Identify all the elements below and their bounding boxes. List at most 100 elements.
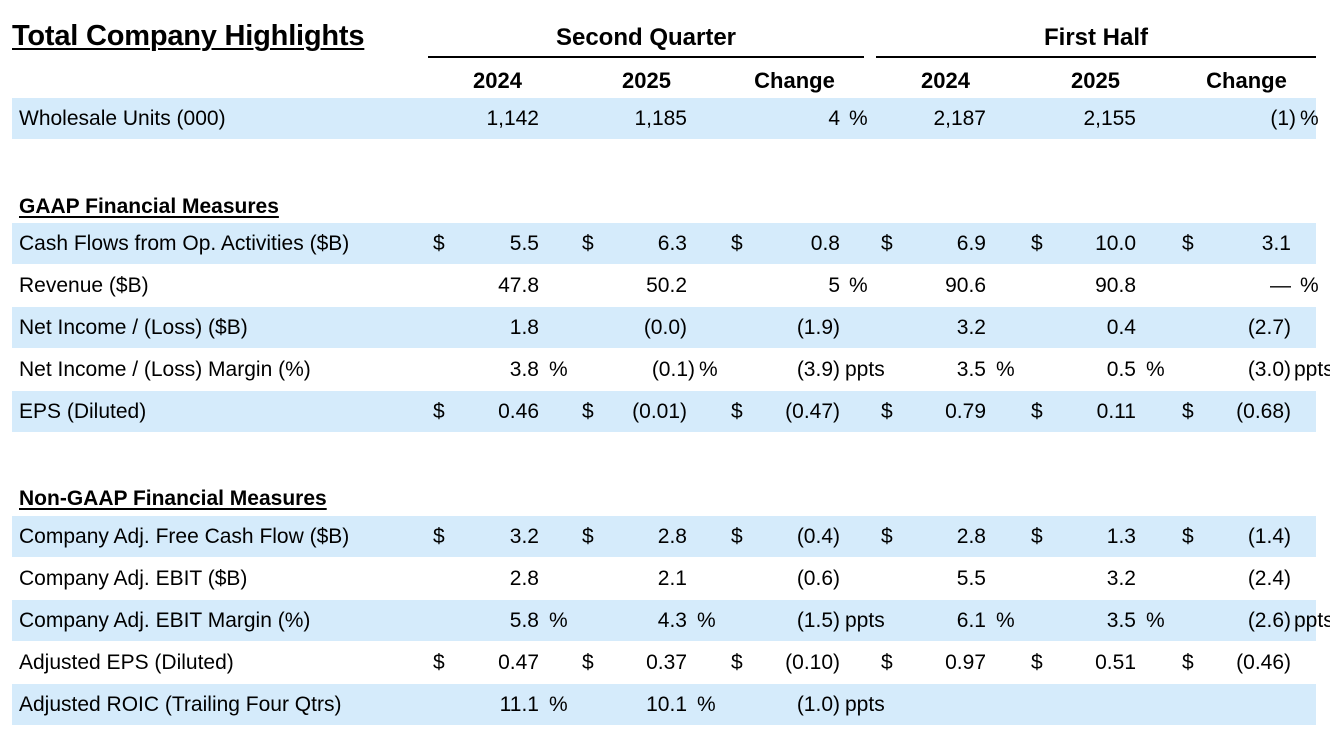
cell-suffix: %	[1146, 358, 1165, 381]
cell-suffix: %	[549, 609, 568, 632]
currency-symbol: $	[881, 400, 893, 423]
cell-suffix: %	[1146, 609, 1165, 632]
table-row: Net Income / (Loss) ($B) 1.8 (0.0) (1.9) 3.2…	[12, 307, 1316, 348]
currency-symbol: $	[582, 400, 594, 423]
cell-suffix: ppts	[1294, 609, 1330, 632]
currency-symbol: $	[433, 525, 445, 548]
currency-symbol: $	[1182, 651, 1194, 674]
cell-value: 3.5	[1106, 609, 1136, 632]
currency-symbol: $	[582, 651, 594, 674]
section-heading-non-gaap: Non-GAAP Financial Measures	[19, 487, 327, 510]
row-label: Wholesale Units (000)	[19, 107, 226, 130]
cell-suffix: %	[996, 609, 1015, 632]
row-label: Company Adj. EBIT Margin (%)	[19, 609, 311, 632]
table-row: Company Adj. Free Cash Flow ($B) $3.2 $2.8…	[12, 516, 1316, 557]
cell-value: 90.8	[1095, 274, 1136, 297]
row-label: Adjusted ROIC (Trailing Four Qtrs)	[19, 693, 342, 716]
currency-symbol: $	[731, 651, 743, 674]
cell-value: 10.0	[1095, 232, 1136, 255]
cell-value: 47.8	[498, 274, 539, 297]
cell-value: 0.97	[945, 651, 986, 674]
cell-suffix: %	[549, 358, 568, 381]
cell-value: —	[1270, 274, 1291, 297]
cell-value: 2.8	[509, 567, 539, 590]
cell-value: 2.1	[657, 567, 687, 590]
row-label: EPS (Diluted)	[19, 400, 147, 423]
cell-value: (1.4)	[1247, 525, 1291, 548]
cell-suffix: %	[549, 693, 568, 716]
cell-value: (3.9)	[796, 358, 840, 381]
cell-value: 1.3	[1106, 525, 1136, 548]
cell-value: 6.3	[657, 232, 687, 255]
cell-value: (2.7)	[1247, 316, 1291, 339]
currency-symbol: $	[731, 400, 743, 423]
column-group-second-quarter: Second Quarter	[428, 24, 864, 58]
currency-symbol: $	[433, 651, 445, 674]
cell-value: 0.46	[498, 400, 539, 423]
column-header-q2-change: Change	[725, 68, 864, 100]
cell-value: (2.4)	[1247, 567, 1291, 590]
column-header-h1-change: Change	[1177, 68, 1316, 100]
cell-value: 5	[828, 274, 840, 297]
cell-value: (1)	[1270, 107, 1296, 130]
currency-symbol: $	[433, 232, 445, 255]
cell-suffix: ppts	[1294, 358, 1330, 381]
table-row: Revenue ($B) 47.8 50.2 5% 90.6 90.8 —%	[12, 265, 1319, 306]
table-row: EPS (Diluted) $0.46 $ (0.01) $ (0.47) $0.79 $0.…	[12, 391, 1316, 432]
currency-symbol: $	[1182, 232, 1194, 255]
table-row: Adjusted ROIC (Trailing Four Qtrs) 11.1% 1…	[12, 684, 1316, 725]
table-row: Company Adj. EBIT Margin (%) 5.8% 4.3% (1.5…	[12, 600, 1330, 641]
cell-value: 1,142	[486, 107, 539, 130]
currency-symbol: $	[881, 232, 893, 255]
cell-suffix: ppts	[845, 358, 885, 381]
table-row: Adjusted EPS (Diluted) $0.47 $0.37 $ (0.10) $…	[12, 642, 1316, 683]
cell-value: 3.8	[509, 358, 539, 381]
currency-symbol: $	[1031, 651, 1043, 674]
currency-symbol: $	[1182, 525, 1194, 548]
row-label: Cash Flows from Op. Activities ($B)	[19, 232, 350, 255]
cell-value: 0.51	[1095, 651, 1136, 674]
cell-value: 50.2	[646, 274, 687, 297]
row-label: Net Income / (Loss) ($B)	[19, 316, 248, 339]
column-header-h1-2025: 2025	[1026, 68, 1165, 100]
currency-symbol: $	[731, 525, 743, 548]
row-label: Adjusted EPS (Diluted)	[19, 651, 234, 674]
cell-value: 0.37	[646, 651, 687, 674]
cell-suffix: %	[996, 358, 1015, 381]
cell-value: 3.2	[1106, 567, 1136, 590]
cell-value: 0.11	[1096, 400, 1136, 423]
cell-value: 2.8	[657, 525, 687, 548]
cell-suffix: %	[699, 358, 718, 381]
currency-symbol: $	[1031, 400, 1043, 423]
cell-value: 10.1	[646, 693, 687, 716]
cell-value: 3.2	[956, 316, 986, 339]
cell-value: (0.4)	[796, 525, 840, 548]
page-title: Total Company Highlights	[12, 20, 365, 52]
cell-value: 6.1	[956, 609, 986, 632]
cell-suffix: %	[849, 107, 868, 130]
cell-suffix: %	[1300, 107, 1319, 130]
table-row: Company Adj. EBIT ($B) 2.8 2.1 (0.6) 5.5 3.2 (…	[12, 558, 1316, 599]
currency-symbol: $	[881, 525, 893, 548]
cell-suffix: %	[697, 693, 716, 716]
cell-value: 3.2	[509, 525, 539, 548]
cell-value: (0.01)	[632, 400, 687, 423]
cell-value: (1.5)	[796, 609, 840, 632]
cell-value: 5.5	[509, 232, 539, 255]
currency-symbol: $	[582, 232, 594, 255]
cell-value: 0.4	[1106, 316, 1136, 339]
cell-value: (1.0)	[796, 693, 840, 716]
section-heading-gaap: GAAP Financial Measures	[19, 195, 279, 218]
table-row: Cash Flows from Op. Activities ($B) $5.5 $…	[12, 223, 1316, 264]
cell-value: 3.5	[956, 358, 986, 381]
cell-value: (0.1)	[651, 358, 695, 381]
cell-value: (0.46)	[1236, 651, 1291, 674]
cell-value: (2.6)	[1247, 609, 1291, 632]
column-header-q2-2025: 2025	[577, 68, 716, 100]
cell-value: 0.5	[1106, 358, 1136, 381]
currency-symbol: $	[731, 232, 743, 255]
cell-suffix: %	[1300, 274, 1319, 297]
cell-value: 5.8	[509, 609, 539, 632]
cell-value: (0.47)	[785, 400, 840, 423]
table-row: Net Income / (Loss) Margin (%) 3.8% (0.1)%…	[12, 349, 1330, 390]
